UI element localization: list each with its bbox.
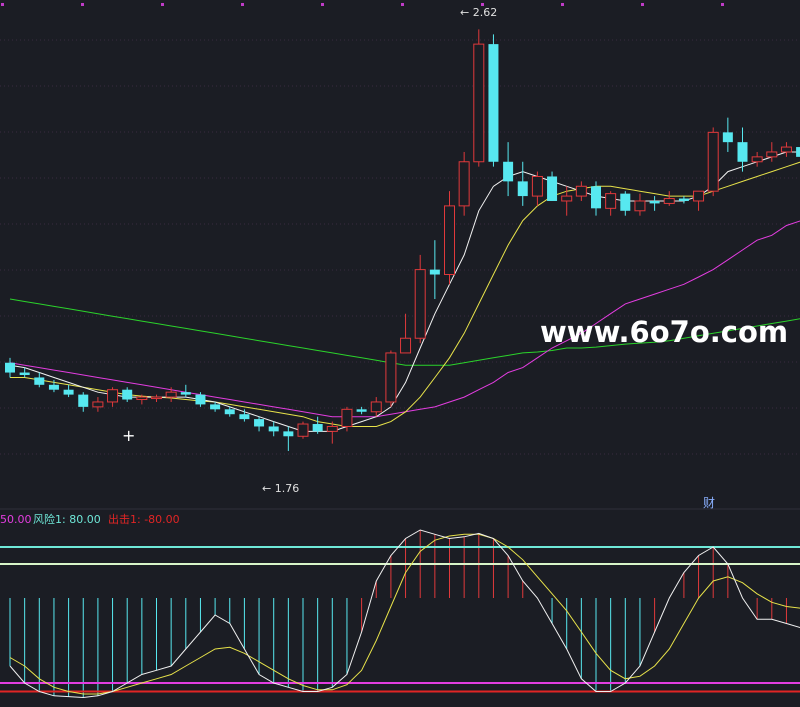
oscillator-white-line xyxy=(9,529,800,699)
candle-body-down xyxy=(210,404,221,410)
candle-body-up xyxy=(297,423,309,437)
candle-body-down xyxy=(122,389,133,400)
candle-body-up xyxy=(663,198,675,204)
candle-body-down xyxy=(517,181,528,197)
candle-body-down xyxy=(649,200,660,204)
ma_yellow-line xyxy=(10,161,800,427)
grid-marker xyxy=(81,3,84,6)
candlestick-series[interactable] xyxy=(5,25,800,451)
grid-marker xyxy=(481,3,484,6)
grid-marker xyxy=(401,3,404,6)
candle-body-down xyxy=(48,384,59,390)
candle-body-down xyxy=(195,394,206,405)
candle-body-up xyxy=(531,175,543,197)
candle-body-up xyxy=(400,337,412,354)
finance-badge-icon[interactable]: 财 xyxy=(703,496,715,510)
candle-body-up xyxy=(766,151,778,158)
candle-body-up xyxy=(751,156,763,163)
candle-body-up xyxy=(385,352,397,403)
candle-body-up xyxy=(693,190,705,202)
candle-body-down xyxy=(591,186,601,209)
low-price-label: ← 1.76 xyxy=(262,482,299,495)
oscillator-yellow-line xyxy=(9,533,800,695)
candle-body-down xyxy=(429,269,440,275)
peak-price-label: ← 2.62 xyxy=(460,6,497,19)
candle-body-up xyxy=(92,401,104,408)
candle-body-up xyxy=(634,200,646,212)
oscillator-level-lines xyxy=(0,546,800,693)
candle-body-down xyxy=(224,409,235,415)
candle-body-up xyxy=(780,146,792,153)
grid-marker xyxy=(1,3,4,6)
candle-body-down xyxy=(239,414,250,420)
candle-body-up xyxy=(575,185,587,197)
candle-body-down xyxy=(356,409,367,412)
candle-body-down xyxy=(78,394,89,407)
grid-marker xyxy=(241,3,244,6)
candle-body-down xyxy=(796,147,800,157)
crosshair-cursor-icon: + xyxy=(122,426,135,445)
legend-item-0: 50.00 xyxy=(0,513,32,526)
price-grid xyxy=(0,3,800,455)
grid-marker xyxy=(321,3,324,6)
oscillator-stick-bars xyxy=(9,530,787,698)
candle-body-up xyxy=(136,396,148,401)
candle-body-down xyxy=(547,176,558,201)
candle-body-up xyxy=(561,195,573,202)
candle-body-up xyxy=(414,269,426,339)
candle-body-up xyxy=(444,205,455,276)
candle-body-up xyxy=(707,131,719,192)
candle-body-down xyxy=(488,44,499,162)
ma_magenta-line xyxy=(9,220,800,418)
candle-body-down xyxy=(620,193,631,211)
candle-body-down xyxy=(34,377,45,385)
grid-marker xyxy=(641,3,644,6)
candle-body-up xyxy=(605,193,617,209)
candle-body-down xyxy=(283,431,294,437)
candle-body-down xyxy=(268,426,279,432)
candle-body-down xyxy=(180,392,191,395)
candle-body-up xyxy=(151,396,162,400)
watermark-text: www.6o7o.com xyxy=(540,315,788,349)
candle-body-down xyxy=(312,424,323,432)
candle-body-up xyxy=(165,391,177,398)
legend-item-attack: 出击1: -80.00 xyxy=(108,512,180,526)
candle-body-down xyxy=(254,419,265,427)
oscillator-lines xyxy=(9,529,800,699)
candle-body-up xyxy=(107,389,119,403)
candle-body-up xyxy=(326,425,338,432)
grid-marker xyxy=(561,3,564,6)
candle-body-down xyxy=(503,161,514,182)
grid-marker xyxy=(161,3,164,6)
candle-body-down xyxy=(63,389,74,395)
grid-marker xyxy=(721,3,724,6)
candle-body-down xyxy=(722,132,733,143)
candle-body-down xyxy=(737,142,748,162)
candle-body-down xyxy=(5,362,15,373)
candle-body-up xyxy=(341,408,353,427)
ma_green-line xyxy=(9,298,800,366)
candle-body-down xyxy=(19,372,30,375)
candle-body-up xyxy=(370,401,382,413)
legend-item-risk: 风险1: 80.00 xyxy=(33,512,101,526)
candle-body-up xyxy=(458,161,470,207)
candle-body-down xyxy=(678,198,689,201)
candle-body-up xyxy=(473,43,485,163)
